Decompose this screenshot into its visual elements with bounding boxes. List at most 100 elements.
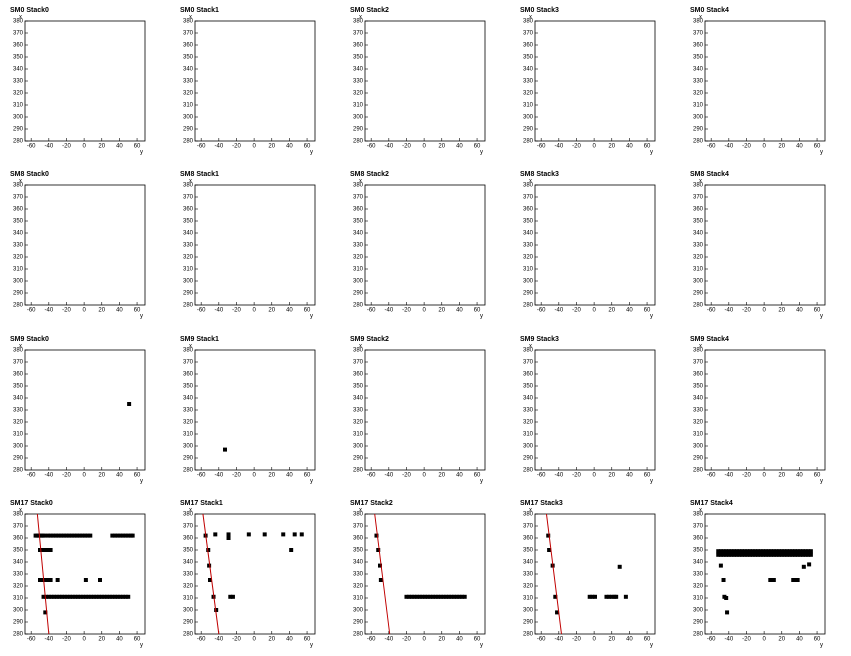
point bbox=[452, 594, 457, 599]
x-tick-label: -60 bbox=[197, 144, 206, 150]
y-tick-label: 330 bbox=[693, 79, 704, 85]
y-tick-label: 290 bbox=[353, 127, 364, 133]
x-tick-label: -40 bbox=[724, 308, 733, 314]
y-tick-label: 340 bbox=[523, 560, 534, 566]
x-axis-title: y bbox=[140, 150, 143, 156]
point bbox=[115, 533, 120, 538]
plot-frame bbox=[364, 184, 486, 306]
x-tick-label: -60 bbox=[197, 637, 206, 643]
x-tick-label: -60 bbox=[707, 473, 716, 479]
point bbox=[214, 608, 219, 612]
y-tick-label: 290 bbox=[693, 620, 704, 626]
x-tick-label: -60 bbox=[707, 144, 716, 150]
point bbox=[62, 594, 67, 599]
x-tick-label: -60 bbox=[367, 637, 376, 643]
point bbox=[46, 594, 51, 599]
point bbox=[732, 552, 737, 557]
point bbox=[52, 594, 57, 599]
y-tick-label: 350 bbox=[13, 55, 24, 61]
y-tick-label: 340 bbox=[183, 231, 194, 237]
x-tick-label: 60 bbox=[134, 144, 141, 150]
y-tick-label: 340 bbox=[183, 67, 194, 73]
fit-line bbox=[202, 513, 220, 635]
panel-title: SM8 Stack1 bbox=[180, 171, 219, 178]
x-tick-label: 20 bbox=[608, 144, 615, 150]
point bbox=[72, 533, 77, 538]
x-tick-label: -60 bbox=[367, 144, 376, 150]
point bbox=[70, 594, 75, 599]
y-tick-label: 340 bbox=[693, 396, 704, 402]
y-tick-label: 340 bbox=[183, 560, 194, 566]
x-tick-label: 60 bbox=[644, 308, 651, 314]
x-tick-label: 0 bbox=[252, 473, 256, 479]
point bbox=[742, 549, 747, 554]
y-tick-label: 370 bbox=[523, 524, 534, 530]
point bbox=[38, 548, 42, 552]
y-tick-label: 320 bbox=[353, 255, 364, 261]
point bbox=[118, 594, 123, 599]
x-tick-label: -40 bbox=[554, 308, 563, 314]
point bbox=[81, 594, 86, 599]
point bbox=[623, 594, 628, 599]
y-tick-label: 280 bbox=[13, 632, 24, 638]
y-tick-label: 380 bbox=[183, 183, 194, 189]
x-axis-title: y bbox=[140, 643, 143, 649]
point bbox=[593, 594, 597, 599]
y-axis-title: x bbox=[189, 179, 192, 185]
y-tick-label: 360 bbox=[183, 536, 194, 542]
point bbox=[40, 548, 45, 552]
point bbox=[425, 594, 430, 599]
panel-title: SM8 Stack2 bbox=[350, 171, 389, 178]
point bbox=[755, 549, 760, 554]
point bbox=[127, 402, 132, 406]
x-tick-label: -20 bbox=[572, 144, 581, 150]
point bbox=[777, 549, 782, 554]
y-axis-title: x bbox=[359, 15, 362, 21]
y-tick-label: 280 bbox=[183, 139, 194, 145]
y-tick-label: 340 bbox=[13, 67, 24, 73]
x-tick-label: 20 bbox=[98, 144, 105, 150]
point bbox=[795, 578, 800, 582]
y-axis-title: x bbox=[359, 344, 362, 350]
y-tick-label: 300 bbox=[183, 444, 194, 450]
y-tick-label: 320 bbox=[13, 255, 24, 261]
point bbox=[782, 552, 787, 557]
y-tick-label: 280 bbox=[13, 303, 24, 309]
y-tick-label: 280 bbox=[693, 139, 704, 145]
y-tick-label: 310 bbox=[693, 103, 704, 109]
point bbox=[428, 594, 433, 599]
point bbox=[740, 552, 745, 557]
y-tick-label: 290 bbox=[183, 620, 194, 626]
x-axis-title: y bbox=[310, 150, 313, 156]
x-tick-label: 40 bbox=[116, 308, 123, 314]
x-tick-label: 20 bbox=[268, 144, 275, 150]
x-tick-label: -20 bbox=[572, 308, 581, 314]
x-tick-label: 60 bbox=[474, 473, 481, 479]
point bbox=[69, 533, 74, 538]
plot-frame bbox=[534, 184, 656, 306]
point bbox=[110, 594, 115, 599]
point bbox=[59, 533, 64, 538]
point bbox=[44, 594, 49, 599]
y-tick-label: 350 bbox=[13, 548, 24, 554]
point bbox=[734, 549, 739, 554]
panel-title: SM9 Stack2 bbox=[350, 336, 389, 343]
point bbox=[91, 594, 96, 599]
point bbox=[226, 532, 231, 537]
y-tick-label: 310 bbox=[523, 103, 534, 109]
x-tick-label: 0 bbox=[592, 144, 596, 150]
point bbox=[213, 532, 218, 537]
plot-frame bbox=[194, 513, 316, 635]
y-axis-title: x bbox=[189, 508, 192, 514]
y-tick-label: 310 bbox=[13, 596, 24, 602]
panel-title: SM0 Stack1 bbox=[180, 7, 219, 14]
point bbox=[798, 552, 803, 557]
point bbox=[378, 578, 383, 582]
x-tick-label: 60 bbox=[644, 144, 651, 150]
x-tick-label: -60 bbox=[707, 308, 716, 314]
point bbox=[441, 594, 446, 599]
y-tick-label: 340 bbox=[523, 231, 534, 237]
x-tick-label: 60 bbox=[814, 144, 821, 150]
y-tick-label: 280 bbox=[353, 139, 364, 145]
point bbox=[771, 552, 776, 557]
